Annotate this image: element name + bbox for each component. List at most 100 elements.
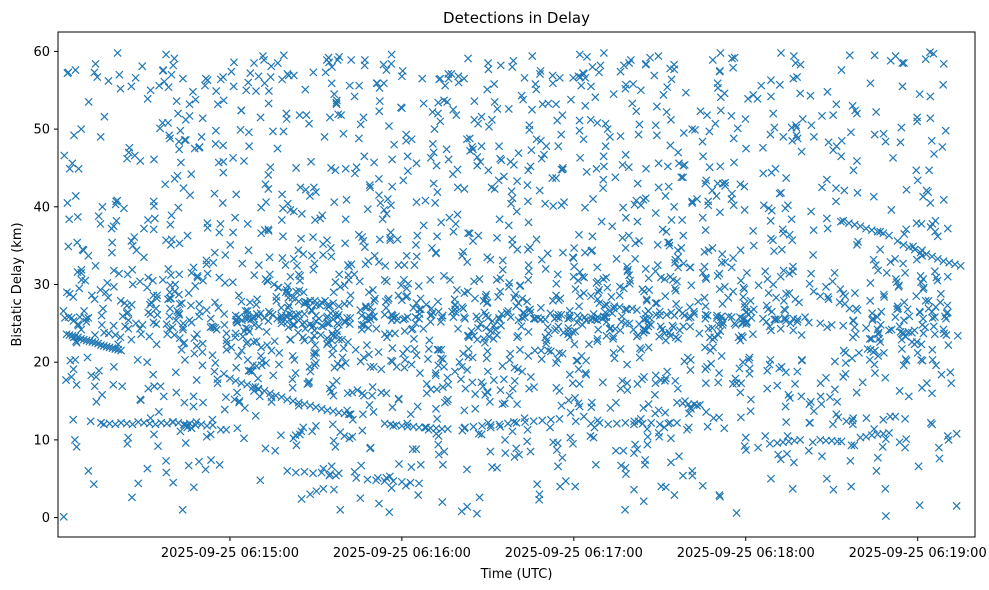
data-point — [571, 417, 580, 426]
data-point — [904, 392, 913, 401]
data-point — [599, 184, 608, 193]
data-point — [59, 512, 68, 521]
data-point — [379, 60, 388, 69]
data-point — [616, 67, 625, 76]
track-point — [953, 331, 962, 340]
data-point — [504, 221, 513, 230]
data-point — [574, 365, 583, 374]
track-point — [237, 379, 246, 388]
data-point — [278, 204, 287, 213]
data-point — [746, 296, 755, 305]
data-point — [120, 299, 129, 308]
data-point — [497, 321, 506, 330]
data-point — [926, 222, 935, 232]
data-point — [666, 115, 675, 124]
data-point — [661, 292, 670, 301]
data-point — [643, 432, 652, 441]
data-point — [630, 417, 639, 426]
data-point — [323, 340, 332, 349]
data-point — [301, 185, 310, 194]
data-point — [523, 181, 532, 190]
data-point — [929, 149, 939, 159]
track-point — [392, 312, 401, 321]
track-point — [291, 468, 300, 477]
data-point — [849, 414, 858, 423]
data-point — [546, 347, 555, 356]
data-point — [107, 224, 116, 233]
track-point — [506, 313, 515, 322]
data-point — [434, 361, 443, 370]
data-point — [654, 183, 663, 192]
data-point — [595, 68, 604, 77]
data-point — [174, 109, 183, 118]
data-point — [807, 121, 816, 130]
data-point — [597, 217, 606, 226]
data-point — [219, 141, 228, 150]
data-point — [609, 90, 618, 99]
data-point — [474, 119, 483, 128]
track-point — [197, 420, 206, 429]
data-point — [565, 313, 574, 322]
track-point — [357, 311, 366, 320]
track-point — [346, 313, 355, 322]
data-point — [882, 268, 891, 277]
data-point — [552, 445, 561, 455]
data-point — [761, 431, 770, 441]
track-point — [317, 298, 326, 307]
data-point — [198, 348, 207, 357]
data-point — [383, 195, 392, 204]
track-point — [329, 407, 338, 416]
data-point — [579, 412, 588, 421]
data-point — [642, 295, 651, 304]
data-point — [824, 138, 833, 147]
data-point — [445, 213, 454, 222]
data-point — [421, 196, 430, 205]
data-point — [256, 113, 265, 122]
data-point — [582, 167, 591, 176]
track-point — [111, 420, 120, 429]
data-point — [345, 434, 354, 443]
data-point — [850, 289, 859, 298]
data-point — [390, 140, 399, 149]
data-point — [73, 268, 82, 277]
data-point — [329, 391, 338, 400]
data-point — [619, 61, 628, 70]
data-point — [505, 391, 514, 400]
data-point — [456, 375, 465, 384]
data-point — [928, 355, 937, 364]
data-point — [438, 498, 447, 507]
data-point — [484, 122, 494, 131]
data-point — [594, 325, 603, 334]
data-point — [310, 361, 319, 370]
data-point — [460, 184, 469, 193]
data-point — [879, 348, 888, 357]
data-point — [553, 116, 562, 125]
data-point — [173, 171, 182, 180]
data-point — [529, 383, 539, 392]
data-point — [869, 348, 878, 357]
track-point — [254, 385, 263, 394]
data-point — [206, 456, 216, 465]
data-point — [438, 460, 447, 469]
data-point — [433, 297, 443, 306]
data-point — [730, 53, 739, 62]
data-point — [708, 243, 717, 253]
data-point — [331, 309, 340, 319]
data-point — [438, 383, 447, 392]
data-point — [265, 270, 274, 279]
track-point — [916, 248, 925, 257]
data-point — [180, 338, 189, 347]
data-point — [382, 389, 391, 398]
data-point — [124, 316, 133, 325]
data-point — [492, 330, 502, 340]
data-point — [357, 461, 366, 470]
track-point — [598, 314, 607, 323]
data-point — [149, 155, 159, 164]
data-point — [789, 74, 798, 83]
data-point — [510, 293, 519, 302]
data-point — [63, 69, 72, 78]
data-point — [394, 395, 403, 404]
data-point — [736, 180, 745, 189]
data-point — [267, 346, 276, 355]
chart-title: Detections in Delay — [443, 9, 590, 27]
